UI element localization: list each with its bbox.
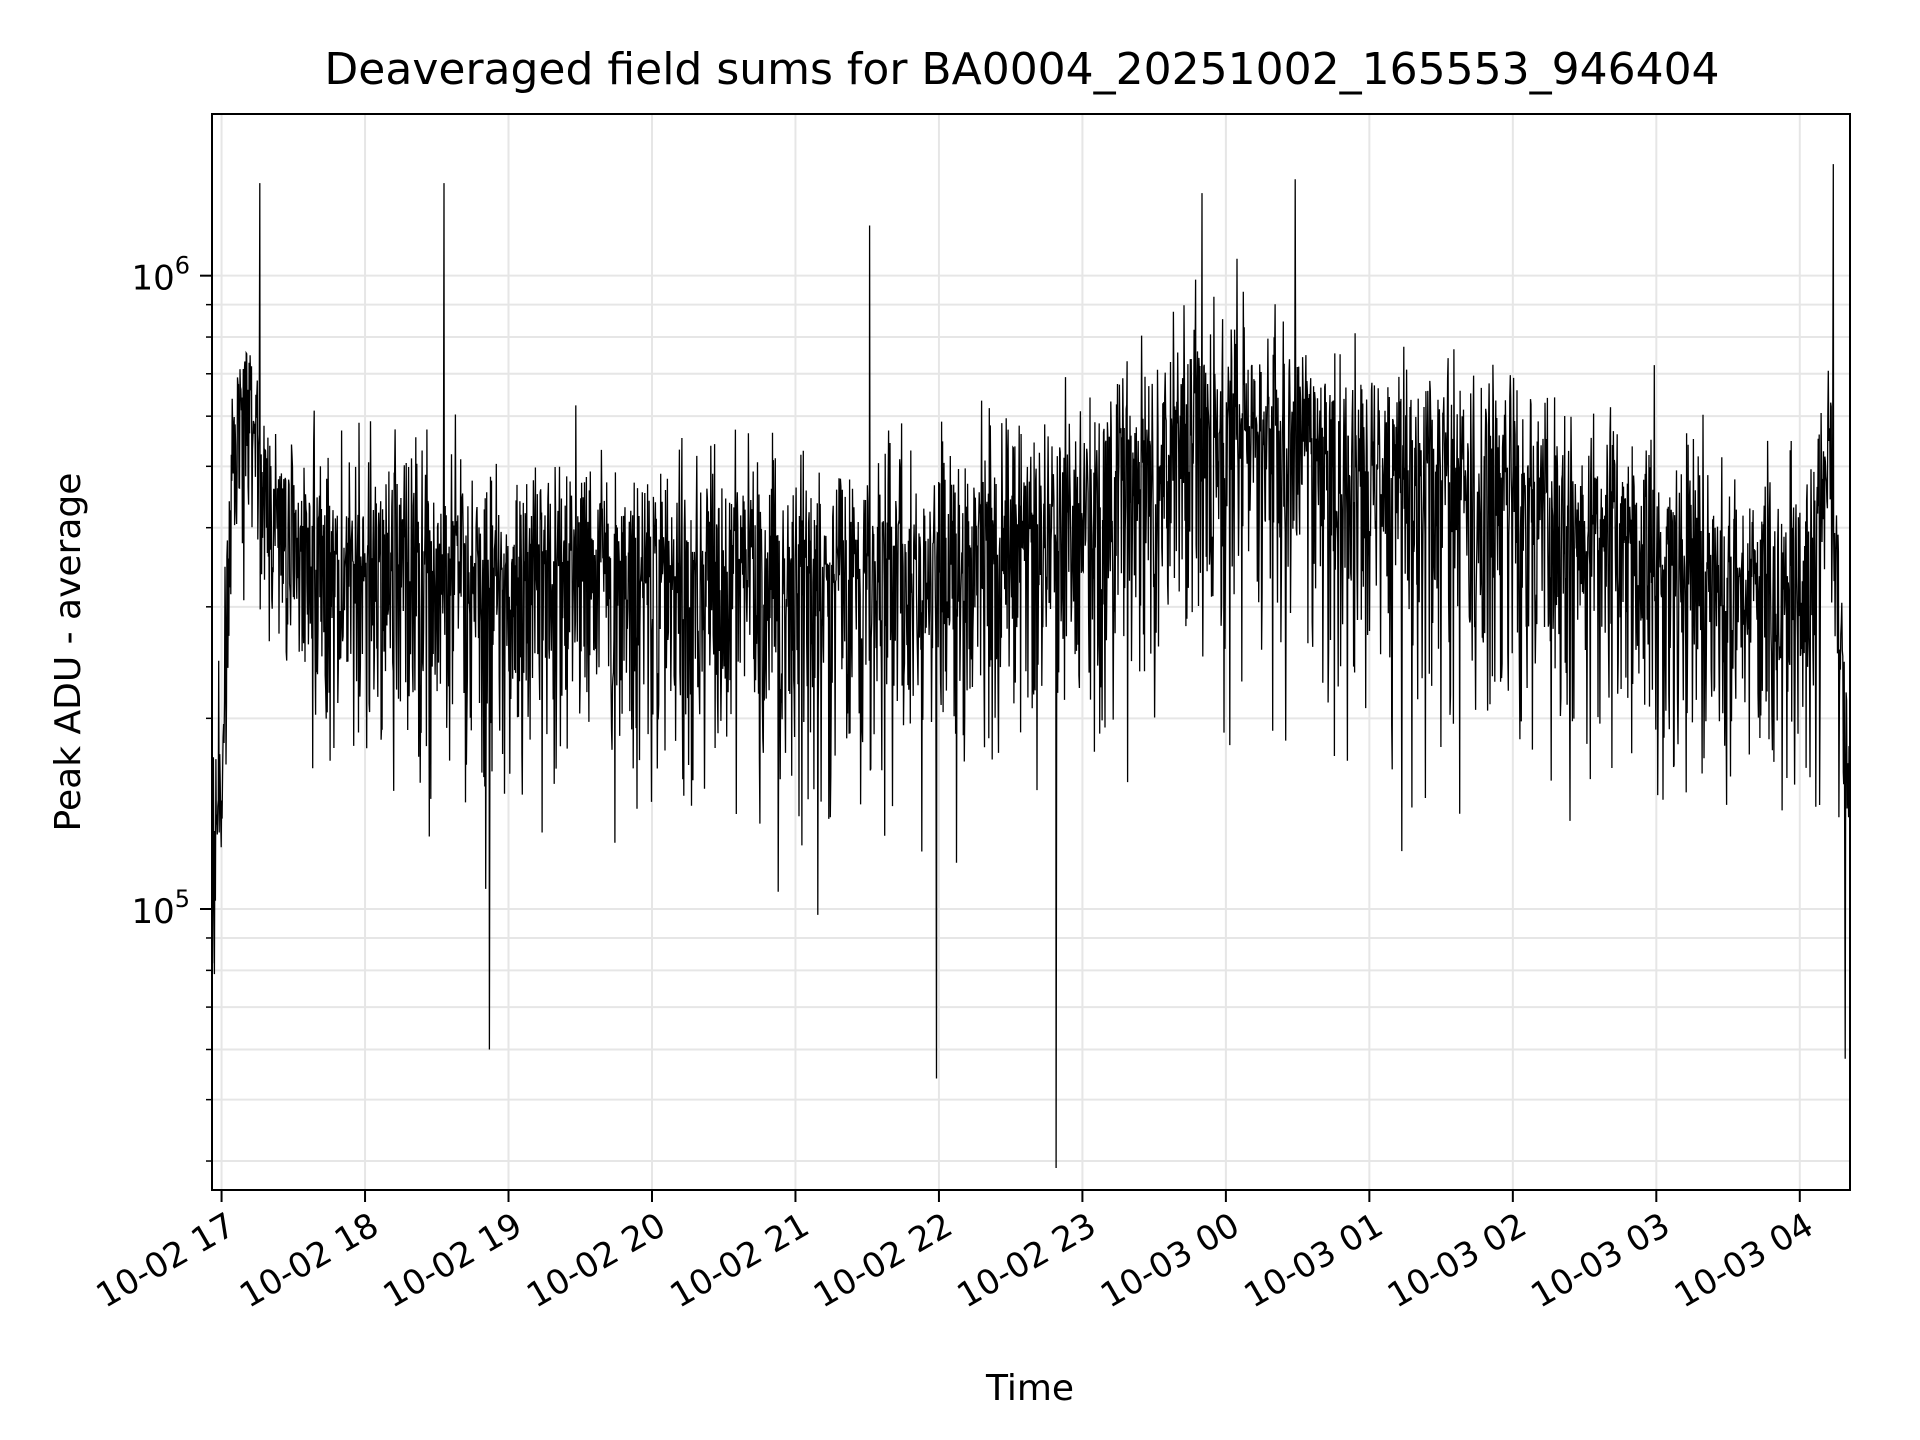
x-axis-label: Time [985,1368,1074,1409]
x-tick-label: 10-03 03 [1524,1205,1676,1316]
x-tick-label: 10-02 21 [664,1205,816,1316]
x-tick-label: 10-03 02 [1381,1205,1533,1316]
x-tick-label: 10-02 20 [520,1205,672,1316]
x-tick-label: 10-02 17 [90,1205,242,1316]
y-tick-label: 105 [131,885,190,932]
x-tick-label: 10-03 01 [1237,1205,1389,1316]
chart-title: Deaveraged field sums for BA0004_2025100… [324,44,1719,95]
y-tick-label: 106 [131,252,190,299]
y-axis: 105 106 [131,252,212,1162]
x-tick-label: 10-02 18 [233,1205,385,1316]
series-line-0 [211,164,1851,1169]
x-tick-label: 10-02 19 [377,1205,529,1316]
y-axis-label: Peak ADU - average [48,473,89,832]
x-tick-label: 10-03 04 [1668,1205,1820,1316]
x-tick-label: 10-03 00 [1094,1205,1246,1316]
grid [212,114,1850,1190]
x-tick-label: 10-02 23 [951,1205,1103,1316]
plot-series [211,164,1851,1169]
plot-frame [211,113,1851,1191]
x-tick-label: 10-02 22 [807,1205,959,1316]
